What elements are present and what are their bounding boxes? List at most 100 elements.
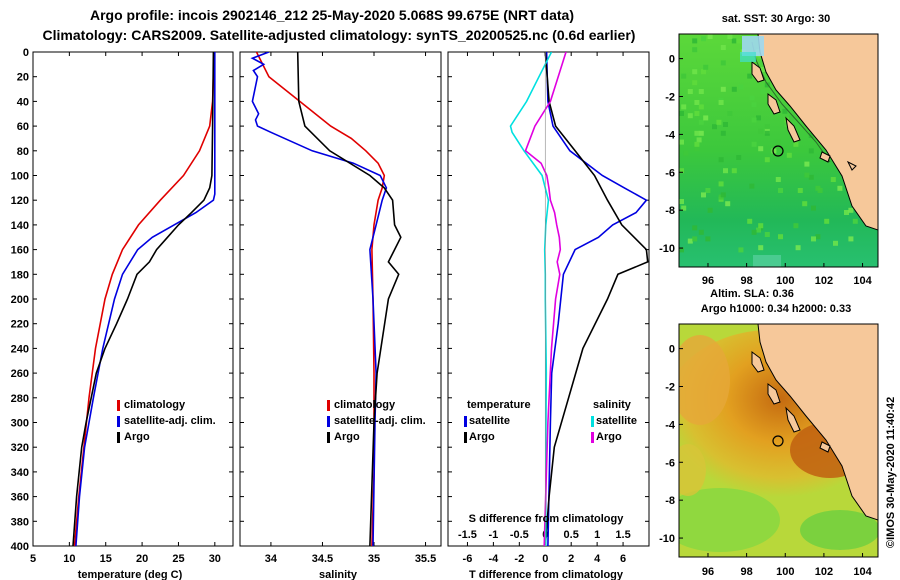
island-enggano xyxy=(819,441,831,453)
xtick-label: -2 xyxy=(514,553,524,565)
xlabel-t-difference: T difference from climatology xyxy=(469,569,624,580)
ytick-label: 0 xyxy=(23,47,29,59)
argo-location-marker xyxy=(772,145,784,157)
ytick-label: 400 xyxy=(11,541,29,553)
land-sumatra xyxy=(757,324,878,521)
map-xtick-label: 104 xyxy=(853,275,872,287)
land-sumatra xyxy=(757,34,878,231)
xtick-label: 0.5 xyxy=(564,529,579,541)
map-xtick-label: 98 xyxy=(740,275,752,287)
ytick-label: 360 xyxy=(11,492,29,504)
xtick-label: -1 xyxy=(488,529,498,541)
xlabel-salinity: salinity xyxy=(319,569,358,580)
map-sla-frame xyxy=(678,323,879,558)
ytick-label: 40 xyxy=(17,96,29,108)
ytick-label: 80 xyxy=(17,146,29,158)
series-line-satellite-salinity- xyxy=(509,52,553,546)
legend-swatch-climatology xyxy=(117,400,120,411)
island-simeulue xyxy=(751,61,765,83)
xtick-label: 35.5 xyxy=(415,553,436,565)
series-line-argo-salinity- xyxy=(524,52,567,546)
ytick-label: 60 xyxy=(17,121,29,133)
ytick-label: 240 xyxy=(11,343,29,355)
legend-label-s-argo: Argo xyxy=(596,431,622,443)
ytick-label: 140 xyxy=(11,220,29,232)
map-ytick-label: -2 xyxy=(665,92,675,104)
legend-label-t-argo: Argo xyxy=(469,431,495,443)
xtick-label: 10 xyxy=(63,553,75,565)
legend-heading-salinity: salinity xyxy=(593,399,632,411)
map-ytick-label: -2 xyxy=(665,382,675,394)
xtick-label: 34.5 xyxy=(312,553,333,565)
panel-difference xyxy=(447,51,650,547)
xlabel-temperature: temperature (deg C) xyxy=(78,569,183,580)
xtick-label: 0 xyxy=(542,553,548,565)
map-sst-frame xyxy=(678,33,879,268)
xtick-label: 1.5 xyxy=(615,529,630,541)
xtick-label: 15 xyxy=(100,553,112,565)
legend-label-climatology: climatology xyxy=(124,399,186,411)
xtick-label: -1.5 xyxy=(458,529,477,541)
ytick-label: 200 xyxy=(11,294,29,306)
series-line-satellite-adj-clim- xyxy=(75,52,216,546)
map-ytick-label: -4 xyxy=(665,419,676,431)
legend-heading-temperature: temperature xyxy=(467,399,531,411)
legend-label-argo: Argo xyxy=(124,431,150,443)
island-mentawai xyxy=(785,406,801,433)
legend-swatch-argo xyxy=(327,432,330,443)
map-sla xyxy=(679,324,878,557)
legend-swatch-satellite xyxy=(327,416,330,427)
map-ytick-label: -6 xyxy=(665,457,675,469)
legend-difference: temperature satellite Argo salinity sate… xyxy=(464,399,637,443)
xtick-label: 30 xyxy=(209,553,221,565)
map-ytick-label: -10 xyxy=(659,243,675,255)
xtick-label: 5 xyxy=(30,553,36,565)
legend-swatch-s-argo xyxy=(591,432,594,443)
xlabel-s-difference: S difference from climatology xyxy=(469,513,625,525)
series-line-argo xyxy=(72,52,215,546)
legend-label-climatology: climatology xyxy=(334,399,396,411)
map-sst-title: sat. SST: 30 Argo: 30 xyxy=(722,13,830,25)
series-line-argo-temperature- xyxy=(544,52,649,546)
map-ytick-label: 0 xyxy=(669,54,675,66)
island-small xyxy=(846,160,857,171)
series-line-satellite-adj-clim- xyxy=(250,52,388,546)
series-line-climatology xyxy=(255,52,386,546)
xtick-label: 2 xyxy=(568,553,574,565)
xtick-label: -0.5 xyxy=(510,529,529,541)
xtick-label: 34 xyxy=(265,553,278,565)
legend-swatch-climatology xyxy=(327,400,330,411)
xtick-label: 4 xyxy=(594,553,601,565)
xtick-label: 6 xyxy=(620,553,626,565)
ytick-label: 280 xyxy=(11,393,29,405)
map-axes: 96 98 100 102 104 0 -2 -4 -6 -8 -10 96 98 100 102 104 0 -… xyxy=(659,54,873,578)
chart-title-line1: Argo profile: incois 2902146_212 25-May-… xyxy=(90,7,574,23)
legend-swatch-argo xyxy=(117,432,120,443)
legend-salinity: climatology satellite-adj. clim. Argo xyxy=(327,399,426,443)
argo-location-marker xyxy=(772,435,784,447)
xtick-label: 1 xyxy=(594,529,600,541)
map-sla-subtitle: Argo h1000: 0.34 h2000: 0.33 xyxy=(701,303,851,315)
map-xtick-label: 96 xyxy=(702,566,714,578)
legend-label-s-satellite: satellite xyxy=(596,415,637,427)
xtick-label: 35 xyxy=(368,553,380,565)
ytick-label: 100 xyxy=(11,171,29,183)
panel-salinity xyxy=(239,51,442,547)
map-ytick-label: -4 xyxy=(665,129,676,141)
map-xtick-label: 104 xyxy=(853,566,872,578)
series-line-climatology xyxy=(73,52,215,546)
map-ytick-label: -6 xyxy=(665,167,675,179)
map-xtick-label: 100 xyxy=(776,275,794,287)
ytick-label: 180 xyxy=(11,269,29,281)
island-mentawai xyxy=(785,116,801,143)
panel-temperature xyxy=(32,51,234,547)
x-axes: 5 10 15 20 25 30 34 34.5 35 35.5 -6 -4 -2 0 2 4 6 -1.5 -1-… xyxy=(30,52,631,565)
map-xtick-label: 102 xyxy=(815,566,833,578)
map-sla-title: Altim. SLA: 0.36 xyxy=(710,288,794,300)
ytick-label: 320 xyxy=(11,442,29,454)
series-line-argo xyxy=(296,52,402,546)
legend-swatch-s-satellite xyxy=(591,416,594,427)
legend-swatch-t-argo xyxy=(464,432,467,443)
xtick-label: 25 xyxy=(172,553,184,565)
ytick-label: 380 xyxy=(11,516,29,528)
